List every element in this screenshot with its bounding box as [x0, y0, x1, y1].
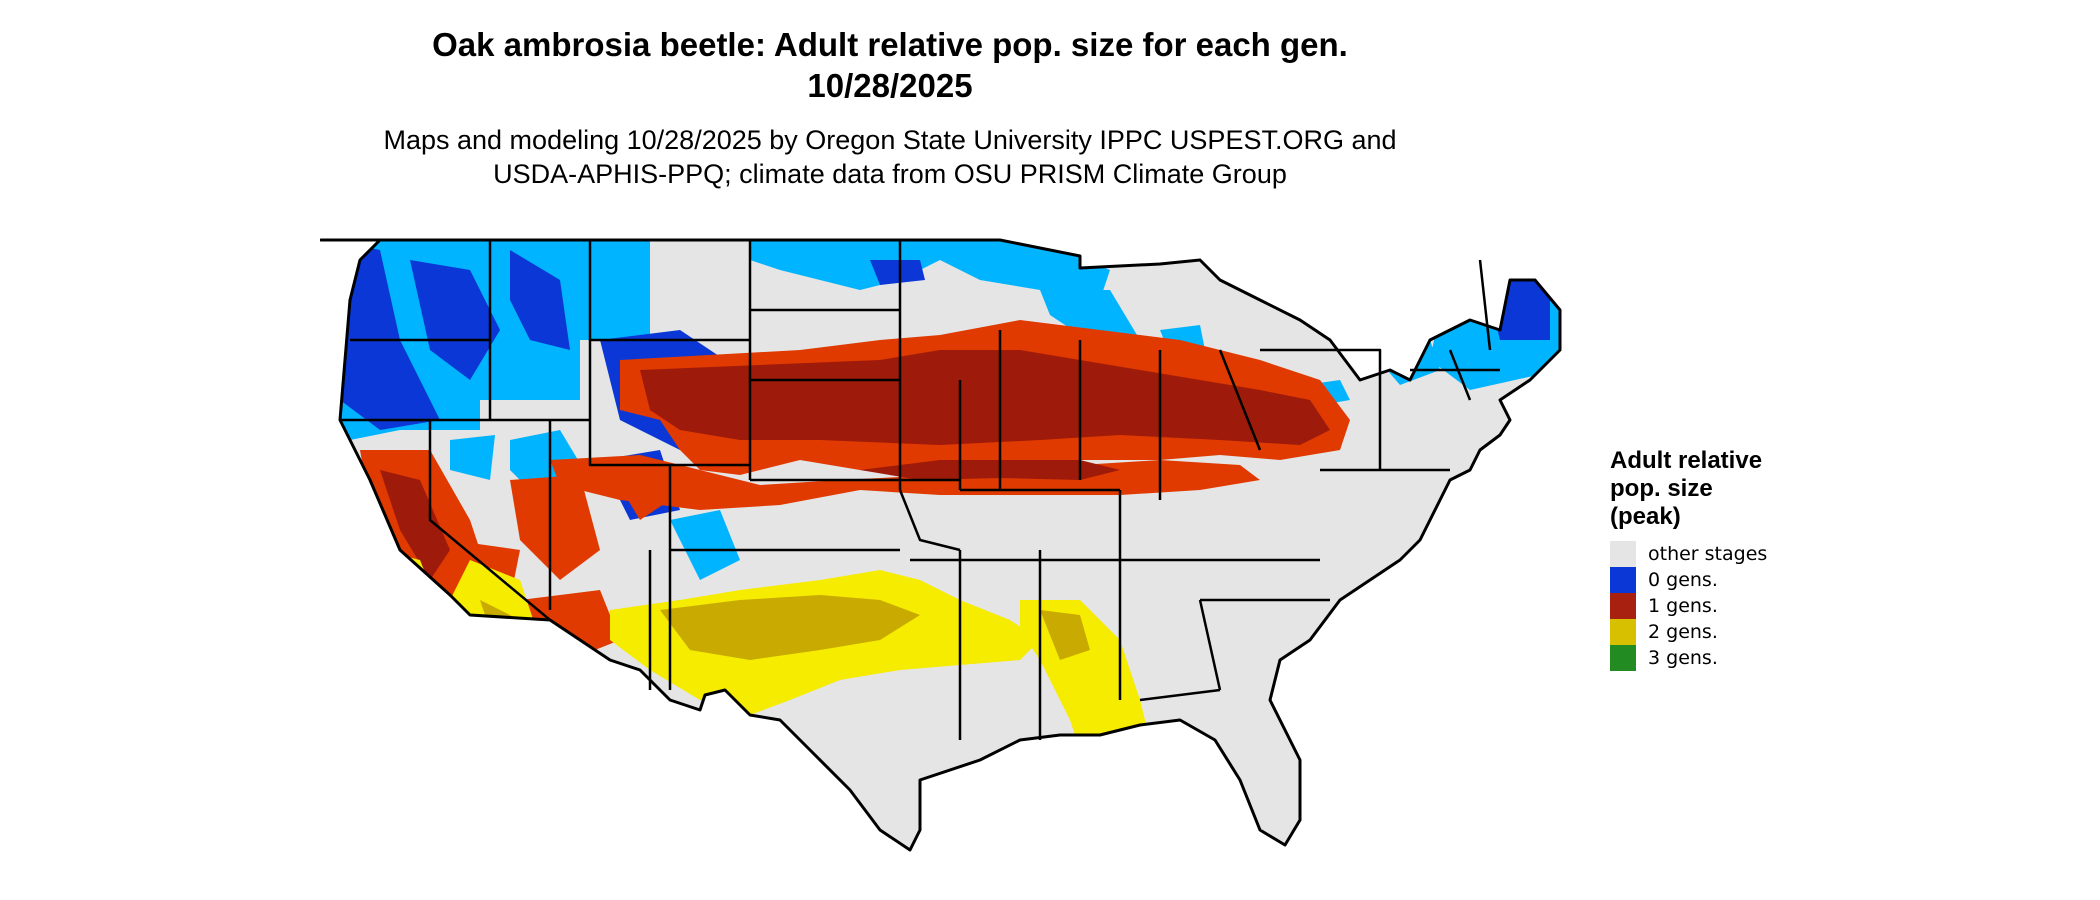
- legend-label: 0 gens.: [1648, 569, 1718, 591]
- legend-swatch: [1610, 593, 1636, 619]
- map-title: Oak ambrosia beetle: Adult relative pop.…: [0, 24, 1780, 106]
- title-line-2: 10/28/2025: [807, 67, 973, 104]
- legend-item-2-gens: 2 gens.: [1610, 619, 1767, 645]
- legend-item-1-gens: 1 gens.: [1610, 593, 1767, 619]
- legend-items: other stages 0 gens. 1 gens. 2 gens. 3 g…: [1610, 541, 1767, 671]
- subtitle-line-1: Maps and modeling 10/28/2025 by Oregon S…: [383, 125, 1397, 155]
- legend-swatch: [1610, 541, 1636, 567]
- legend-swatch: [1610, 619, 1636, 645]
- legend-label: 3 gens.: [1648, 647, 1718, 669]
- map-subtitle: Maps and modeling 10/28/2025 by Oregon S…: [0, 123, 1780, 191]
- legend-swatch: [1610, 567, 1636, 593]
- legend-item-other-stages: other stages: [1610, 541, 1767, 567]
- legend-label: other stages: [1648, 543, 1768, 565]
- legend-title: Adult relative pop. size (peak): [1610, 447, 1763, 530]
- legend-item-3-gens: 3 gens.: [1610, 645, 1767, 671]
- us-map: [320, 238, 1562, 852]
- title-line-1: Oak ambrosia beetle: Adult relative pop.…: [432, 26, 1348, 63]
- legend-item-0-gens: 0 gens.: [1610, 567, 1767, 593]
- legend-label: 2 gens.: [1648, 621, 1718, 643]
- legend-label: 1 gens.: [1648, 595, 1718, 617]
- subtitle-line-2: USDA-APHIS-PPQ; climate data from OSU PR…: [493, 159, 1287, 189]
- legend: Adult relative pop. size (peak) other st…: [1610, 447, 1767, 671]
- legend-swatch: [1610, 645, 1636, 671]
